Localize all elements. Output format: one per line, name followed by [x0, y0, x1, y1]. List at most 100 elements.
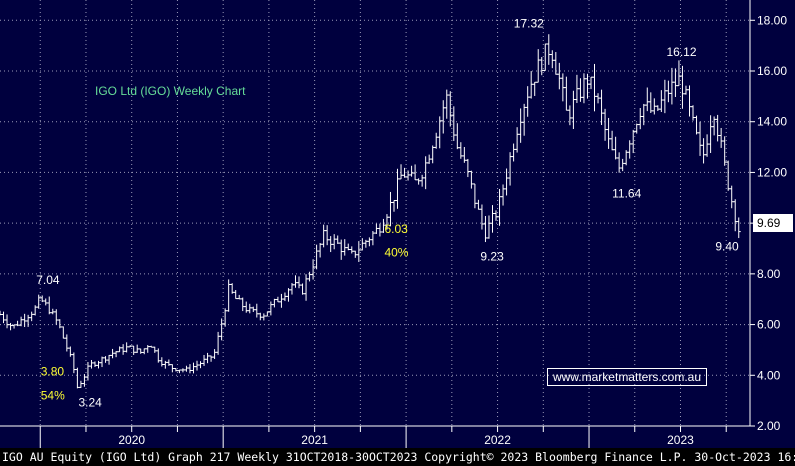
price-bar [342, 239, 347, 256]
price-bar [472, 183, 477, 209]
price-bar [237, 294, 242, 300]
price-bar [701, 138, 706, 164]
price-bar [142, 348, 147, 355]
price-bar [648, 92, 653, 113]
price-bar [391, 200, 396, 212]
price-bar [85, 362, 90, 381]
price-bar [135, 344, 140, 354]
price-bar [191, 362, 196, 374]
price-bar [121, 344, 126, 355]
price-bar [198, 361, 203, 369]
price-bar [501, 184, 506, 206]
price-bar [712, 116, 717, 136]
price-bar [617, 152, 622, 173]
price-bar [22, 313, 27, 328]
price-bar [92, 361, 97, 367]
x-axis: 2020 2021 2022 2023 [0, 425, 750, 448]
price-bar [515, 127, 520, 153]
price-bar [187, 364, 192, 374]
price-bar [226, 279, 231, 312]
price-bar [399, 164, 404, 180]
price-bar [26, 314, 31, 327]
annotation-label: 9.40 [715, 239, 739, 253]
price-bar [297, 276, 302, 289]
price-bar [33, 305, 38, 316]
price-bar [465, 158, 470, 178]
price-bar [560, 73, 565, 102]
price-bar [325, 225, 330, 246]
y-tick-label: 6.00 [757, 318, 781, 332]
annotation-label: 3.24 [78, 396, 102, 410]
price-bar [216, 331, 221, 355]
price-bar [627, 140, 632, 159]
price-bar [261, 313, 266, 321]
price-bar [180, 368, 185, 373]
price-bar [293, 275, 298, 288]
price-bar [353, 250, 358, 258]
price-bar [581, 73, 586, 104]
price-bar [698, 121, 703, 156]
annotations: 7.04 3.80 54% 3.24 6.03 40% 9.23 17.32 11.64 16.1… [36, 17, 739, 410]
price-bar [363, 239, 368, 248]
price-bar [705, 134, 710, 157]
price-bar [694, 115, 699, 135]
price-bar [641, 103, 646, 126]
price-bar [57, 319, 62, 329]
price-bar [360, 238, 365, 251]
price-bar [659, 90, 664, 113]
price-bar [409, 165, 414, 177]
chart-title: IGO Ltd (IGO) Weekly Chart [95, 84, 246, 98]
price-bar [434, 132, 439, 149]
price-bar [194, 360, 199, 371]
price-bar [451, 106, 456, 141]
price-bar [346, 243, 351, 251]
price-bar [567, 105, 572, 126]
price-bar [300, 283, 305, 295]
footer-text: IGO AU Equity (IGO Ltd) Graph 217 Weekly… [2, 450, 795, 464]
price-bar [715, 114, 720, 142]
price-bar [328, 236, 333, 253]
price-bar [416, 178, 421, 185]
price-bar [349, 246, 354, 254]
price-bar [240, 297, 245, 312]
price-bar [683, 85, 688, 95]
y-tick-label: 16.00 [757, 64, 787, 78]
price-bar [205, 352, 210, 364]
price-bar [272, 298, 277, 308]
price-bar [430, 145, 435, 164]
price-bar [258, 312, 263, 321]
price-bar [78, 380, 83, 388]
price-bar [508, 152, 513, 186]
price-bar [68, 346, 73, 357]
annotation-label: 6.03 [384, 222, 408, 236]
price-bar [634, 123, 639, 134]
price-bar [585, 73, 590, 99]
price-bar [606, 117, 611, 149]
price-bar [652, 98, 657, 115]
price-bar [420, 174, 425, 187]
price-bar [476, 199, 481, 210]
price-bar [610, 130, 615, 151]
price-bar [254, 303, 259, 318]
watermark-link[interactable]: www.marketmatters.com.au [547, 368, 707, 386]
price-bar [367, 237, 372, 247]
price-bar [458, 142, 463, 159]
annotation-label: 54% [41, 388, 65, 402]
price-bar [437, 116, 442, 149]
price-bar [729, 185, 734, 209]
price-bar [564, 76, 569, 111]
price-bar [230, 283, 235, 294]
price-bar [691, 105, 696, 121]
price-bar [163, 360, 168, 369]
price-bar [655, 105, 660, 111]
price-bar [486, 215, 491, 239]
annotation-label: 3.80 [41, 365, 65, 379]
price-bar [479, 204, 484, 230]
price-bar [89, 359, 94, 369]
price-bar [638, 107, 643, 130]
price-bar [557, 62, 562, 90]
y-tick-label: 8.00 [757, 267, 781, 281]
price-bar [332, 234, 337, 250]
price-bar [483, 216, 488, 243]
